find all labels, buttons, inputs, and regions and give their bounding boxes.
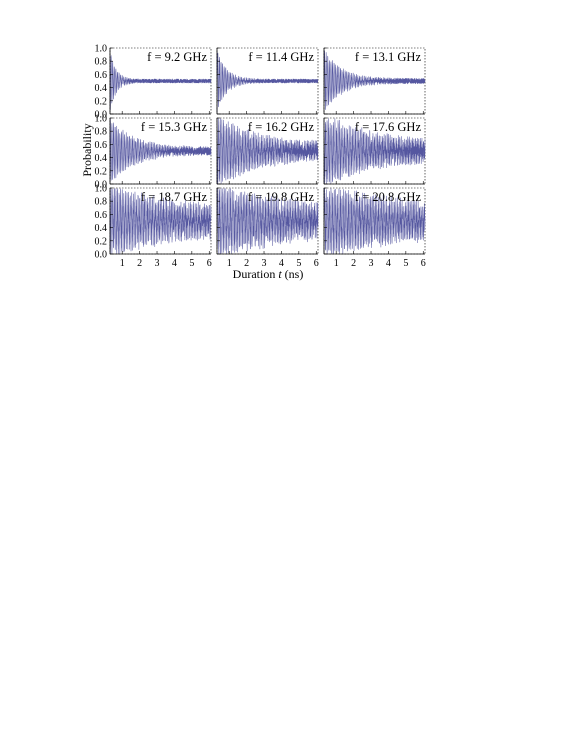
y-tick-label: 0.6 [95, 210, 108, 221]
x-tick-label: 5 [189, 258, 194, 269]
x-tick-label: 6 [207, 258, 212, 269]
y-tick-label: 0.4 [95, 153, 108, 164]
x-tick-label: 3 [155, 258, 160, 269]
panel-frequency-label: f = 16.2 GHz [248, 120, 315, 134]
x-tick-label: 3 [369, 258, 374, 269]
y-tick-label: 0.2 [95, 236, 108, 247]
y-tick-label: 0.8 [95, 57, 108, 68]
panel-frequency-label: f = 18.7 GHz [141, 190, 208, 204]
x-tick-label: 5 [296, 258, 301, 269]
oscillation-trace [216, 52, 319, 113]
y-axis-title: Probability [80, 123, 94, 176]
oscillation-trace [109, 188, 212, 254]
x-axis-title: Duration t (ns) [233, 267, 304, 281]
y-tick-label: 0.8 [95, 127, 108, 138]
y-tick-labels: 0.00.20.40.60.81.00.00.20.40.60.81.00.00… [95, 44, 108, 261]
oscillation-trace [109, 55, 212, 111]
x-tick-label: 3 [262, 258, 267, 269]
panel-4: f = 15.3 GHz [109, 117, 212, 185]
panel-8: f = 19.8 GHz [216, 187, 319, 255]
x-tick-label: 2 [137, 258, 142, 269]
panel-frequency-label: f = 13.1 GHz [355, 50, 422, 64]
panel-5: f = 16.2 GHz [216, 117, 319, 185]
y-tick-label: 0.6 [95, 70, 108, 81]
oscillation-trace [109, 118, 212, 181]
panel-frequency-label: f = 11.4 GHz [248, 50, 314, 64]
oscillation-trace [216, 118, 319, 184]
y-tick-label: 1.0 [95, 184, 108, 195]
y-tick-label: 1.0 [95, 114, 108, 125]
y-tick-label: 0.6 [95, 140, 108, 151]
panel-frequency-label: f = 15.3 GHz [141, 120, 208, 134]
y-tick-label: 0.0 [95, 250, 108, 261]
x-axis-title-variable: t [278, 267, 282, 281]
panel-6: f = 17.6 GHz [323, 117, 426, 185]
x-tick-label: 6 [421, 258, 426, 269]
y-tick-label: 0.8 [95, 197, 108, 208]
y-tick-label: 0.2 [95, 166, 108, 177]
panel-3: f = 13.1 GHz [323, 47, 426, 115]
panel-9: f = 20.8 GHz [323, 187, 426, 255]
x-axis-title-suffix: (ns) [282, 267, 304, 281]
y-tick-label: 0.2 [95, 96, 108, 107]
x-tick-label: 2 [351, 258, 356, 269]
oscillation-trace [323, 50, 426, 110]
y-tick-label: 1.0 [95, 44, 108, 55]
y-tick-label: 0.0 [95, 180, 108, 191]
x-tick-label: 5 [403, 258, 408, 269]
panel-frequency-label: f = 20.8 GHz [355, 190, 422, 204]
oscillation-trace [323, 118, 426, 184]
y-tick-label: 0.0 [95, 110, 108, 121]
x-tick-label: 4 [172, 258, 177, 269]
oscillation-trace [323, 188, 426, 254]
panel-2: f = 11.4 GHz [216, 47, 319, 115]
oscillation-trace [216, 188, 319, 254]
x-tick-label: 1 [227, 258, 232, 269]
panel-7: f = 18.7 GHz [109, 187, 212, 255]
x-tick-label: 1 [120, 258, 125, 269]
panel-frequency-label: f = 9.2 GHz [147, 50, 207, 64]
x-tick-label: 1 [334, 258, 339, 269]
panel-1: f = 9.2 GHz [109, 47, 212, 115]
x-tick-labels: 1 2 3 4 5 6 1 2 3 4 5 6 1 2 3 4 5 6 [120, 258, 426, 269]
y-tick-label: 0.4 [95, 223, 108, 234]
x-tick-label: 6 [314, 258, 319, 269]
panel-grid: f = 9.2 GHz f = 11.4 GHz f = 13.1 GHz f = 1… [109, 47, 426, 255]
panel-frequency-label: f = 19.8 GHz [248, 190, 315, 204]
x-axis-title-prefix: Duration [233, 267, 279, 281]
x-tick-label: 4 [386, 258, 391, 269]
y-tick-label: 0.4 [95, 83, 108, 94]
panel-frequency-label: f = 17.6 GHz [355, 120, 422, 134]
x-tick-label: 4 [279, 258, 284, 269]
x-tick-label: 2 [244, 258, 249, 269]
